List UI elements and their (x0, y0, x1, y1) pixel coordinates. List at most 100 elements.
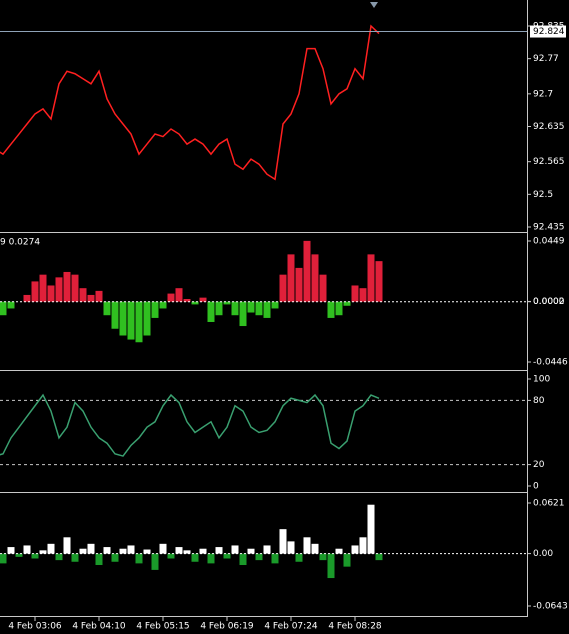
histogram-bar (47, 285, 55, 302)
histogram-bar (351, 545, 359, 554)
x-tick-label: 4 Feb 07:24 (264, 622, 318, 632)
histogram-bar (247, 301, 255, 313)
histogram-bar (7, 301, 15, 309)
histogram-bar (23, 294, 31, 302)
histogram-bar (55, 553, 63, 561)
histogram-bar (271, 301, 279, 309)
histogram-bar (359, 288, 367, 302)
y-tick-label: 92.7 (533, 89, 553, 99)
histogram-bar (303, 537, 311, 554)
histogram-bar (279, 529, 287, 554)
histogram-bar (327, 553, 335, 579)
y-tick-label: 0.00 (533, 549, 553, 559)
x-tick-label: 4 Feb 05:15 (136, 622, 189, 632)
histogram-bar (215, 301, 223, 316)
histogram-bar (0, 301, 7, 316)
histogram-bar (239, 301, 247, 327)
histogram-bar (191, 553, 199, 562)
histogram-bar (87, 543, 95, 554)
x-tick-label: 4 Feb 04:10 (72, 622, 126, 632)
histogram-bar (159, 301, 167, 309)
histogram-bar (55, 277, 63, 302)
y-tick-label: 0 (533, 482, 539, 492)
y-tick-label: 92.565 (533, 157, 565, 167)
histogram-bar (359, 537, 367, 554)
histogram-bar (7, 547, 15, 554)
histogram-bar (207, 301, 215, 322)
histogram-bar (135, 553, 143, 564)
histogram-bar (23, 545, 31, 554)
histogram-bar (311, 543, 319, 554)
histogram-bar (39, 274, 47, 302)
histogram-bar (31, 553, 39, 559)
histogram-bar (87, 294, 95, 302)
histogram-bar (367, 504, 375, 554)
histogram-bar (287, 254, 295, 302)
histogram-bar (151, 301, 159, 318)
current-price-label: 92.824 (533, 27, 565, 37)
series-line (0, 24, 380, 181)
current-price-box (530, 25, 566, 38)
histogram-bar (215, 547, 223, 554)
y-tick-label: -0.0446 (533, 358, 568, 368)
histogram-bar (167, 293, 175, 302)
histogram-bar (343, 553, 351, 567)
histogram-bar (319, 274, 327, 302)
histogram-bar (255, 301, 263, 316)
series-line (0, 393, 380, 457)
y-tick-label: 92.435 (533, 223, 565, 233)
marker-triangle (370, 2, 378, 8)
histogram-bar (183, 298, 191, 302)
histogram-bar (95, 290, 103, 302)
histogram-bar (183, 550, 191, 554)
y-tick-label: -0.0643 (533, 602, 568, 612)
plot-area (0, 24, 527, 579)
histogram-bar (151, 553, 159, 570)
histogram-bar (335, 301, 343, 316)
x-tick-label: 4 Feb 06:19 (200, 622, 254, 632)
histogram-bar (39, 550, 47, 554)
histogram-bar (119, 548, 127, 554)
histogram-bar (279, 274, 287, 302)
y-tick-label: 0.0000 (533, 297, 565, 307)
histogram-bar (375, 261, 383, 302)
histogram-bar (111, 553, 119, 562)
y-tick-label: 80 (533, 396, 545, 406)
histogram-bar (231, 545, 239, 554)
histogram-bar (79, 288, 87, 302)
histogram-bar (263, 301, 271, 318)
histogram-bar (15, 553, 23, 557)
indicator-label: 9 0.0274 (0, 238, 40, 248)
histogram-bar (367, 254, 375, 302)
histogram-bar (231, 301, 239, 316)
histogram-bar (319, 553, 327, 561)
histogram-bar (303, 240, 311, 302)
histogram-bar (0, 553, 7, 564)
histogram-bar (63, 537, 71, 554)
histogram-bar (175, 288, 183, 302)
histogram-bar (239, 553, 247, 566)
histogram-bar (159, 543, 167, 554)
histogram-bar (255, 553, 263, 561)
histogram-bar (223, 553, 231, 559)
histogram-bar (343, 301, 351, 306)
histogram-bar (47, 543, 55, 554)
histogram-bar (143, 549, 151, 554)
x-tick-label: 4 Feb 03:06 (8, 622, 62, 632)
y-tick-label: 20 (533, 460, 545, 470)
histogram-bar (103, 301, 111, 316)
histogram-bar (71, 553, 79, 562)
histogram-bar (167, 553, 175, 559)
y-tick-label: 0.0002 (533, 297, 565, 307)
histogram-bar (127, 545, 135, 554)
y-tick-label: 92.77 (533, 54, 559, 64)
histogram-bar (207, 553, 215, 564)
histogram-bar (199, 548, 207, 554)
x-tick-label: 4 Feb 08:28 (328, 622, 382, 632)
y-tick-label: 92.5 (533, 190, 553, 200)
histogram-bar (135, 301, 143, 343)
histogram-bar (375, 553, 383, 561)
histogram-bar (191, 301, 199, 305)
histogram-bar (95, 553, 103, 566)
